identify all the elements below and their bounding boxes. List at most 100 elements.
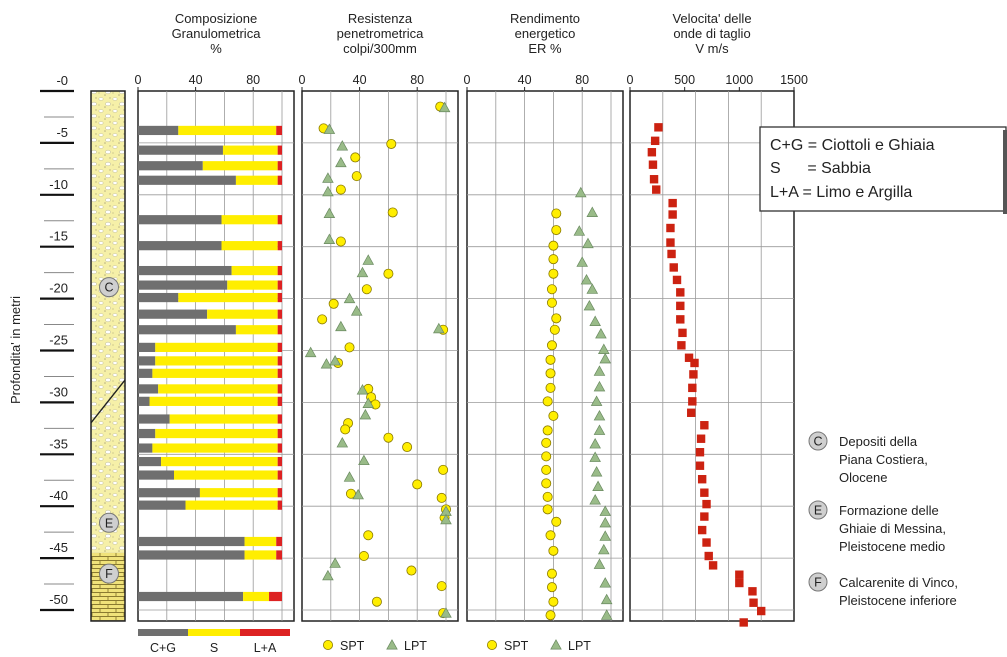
bar-segment-la (276, 550, 282, 560)
bar-segment-la (277, 443, 282, 453)
bar-segment-s (169, 414, 278, 424)
lpt-point (583, 299, 596, 311)
x-tick-label: 80 (246, 73, 260, 87)
spt-point (383, 432, 394, 443)
spt-point (363, 530, 374, 541)
bar-segment-la (277, 428, 282, 439)
panel-title-line: penetrometrica (337, 26, 424, 41)
depth-tick-label: -15 (49, 229, 68, 244)
x-tick-label: 40 (518, 73, 532, 87)
bar-segment-la (277, 309, 282, 319)
x-tick-label: 0 (299, 73, 306, 87)
bar-segment-cg (138, 428, 156, 439)
vs-point (696, 434, 706, 443)
lpt-point (323, 233, 336, 244)
lpt-point (589, 437, 601, 449)
legend-swatch-s (188, 629, 240, 636)
lpt-point (433, 322, 445, 334)
vs-point (757, 606, 766, 616)
lpt-point (329, 354, 341, 366)
unit-legend-text: Pleistocene medio (839, 539, 945, 554)
legend-lpt-marker (550, 639, 562, 650)
spt-point (541, 451, 552, 462)
legend-label: C+G (150, 641, 176, 655)
lpt-point (323, 207, 336, 218)
lpt-point (440, 607, 452, 618)
panel-title-line: Resistenza (348, 11, 413, 26)
spt-point (542, 425, 553, 436)
vs-point (749, 598, 758, 607)
bar-segment-s (235, 325, 278, 335)
bar-segment-s (221, 241, 278, 251)
spt-point (436, 581, 447, 592)
bar-segment-la (277, 456, 282, 467)
spt-point (549, 324, 560, 335)
x-tick-label: 1500 (780, 73, 808, 87)
bar-segment-la (277, 292, 282, 303)
bar-segment-la (277, 384, 282, 394)
bar-segment-cg (138, 241, 222, 251)
spt-point (317, 314, 328, 325)
lpt-point (320, 358, 333, 369)
bar-segment-cg (138, 456, 162, 467)
unit-legend-marker-E (808, 500, 828, 520)
lpt-point (438, 101, 451, 113)
spt-point (542, 491, 553, 502)
spt-point (551, 208, 562, 219)
bar-segment-s (149, 396, 278, 406)
penetration-legend: SPT LPT (322, 639, 427, 653)
spt-point (545, 610, 556, 621)
unit-legend-text: Pleistocene inferiore (839, 593, 957, 608)
bar-segment-cg (138, 356, 156, 366)
depth-axis: -0 -5 -10 -15 -20 -25 -30 -35 -40 -45 -50 (40, 73, 74, 612)
spt-point (548, 410, 559, 421)
bar-segment-s (158, 384, 278, 394)
bar-segment-s (174, 470, 278, 480)
spt-point (383, 268, 394, 279)
lpt-point (599, 530, 612, 541)
x-tick-label: 0 (627, 73, 634, 87)
bar-segment-s (235, 175, 278, 185)
spt-point (350, 152, 361, 163)
lpt-point (586, 283, 599, 294)
bar-segment-s (199, 488, 278, 498)
bar-segment-cg (138, 215, 222, 225)
spt-point (545, 530, 556, 541)
bar-segment-s (207, 309, 278, 319)
lpt-point (593, 558, 606, 569)
bar-segment-s (231, 265, 278, 276)
bar-segment-la (277, 414, 282, 424)
vs-point (688, 383, 697, 393)
spt-point (548, 596, 559, 607)
panel-title-line: Granulometrica (172, 26, 262, 41)
lpt-point (593, 409, 606, 421)
panel-title-line: % (210, 41, 222, 56)
x-tick-label: 40 (353, 73, 367, 87)
bar-segment-s (244, 550, 277, 560)
legend-swatch-cg (138, 629, 188, 636)
legend-line-la: L+A = Limo e Argilla (770, 184, 912, 201)
bar-segment-s (185, 500, 278, 510)
lpt-point (336, 436, 349, 448)
bar-segment-cg (138, 175, 236, 185)
spt-point (358, 551, 369, 562)
spt-point (546, 284, 557, 295)
lpt-point (590, 395, 603, 406)
x-tick-label: 80 (410, 73, 424, 87)
lpt-point (599, 352, 612, 364)
unit-legend-text: Calcarenite di Vinco, (839, 575, 958, 590)
spt-point (361, 284, 372, 295)
vs-point (700, 488, 709, 497)
bar-segment-cg (138, 414, 170, 424)
lpt-point (574, 186, 587, 198)
legend-lpt-marker (386, 639, 398, 650)
legend-label: SPT (340, 639, 365, 653)
depth-tick-label: -45 (49, 540, 68, 555)
vs-point (668, 198, 677, 208)
bar-segment-la (277, 356, 282, 366)
unit-marker-E (99, 512, 119, 533)
unit-legend-text: Depositi della (839, 434, 918, 449)
spt-point (545, 368, 556, 379)
